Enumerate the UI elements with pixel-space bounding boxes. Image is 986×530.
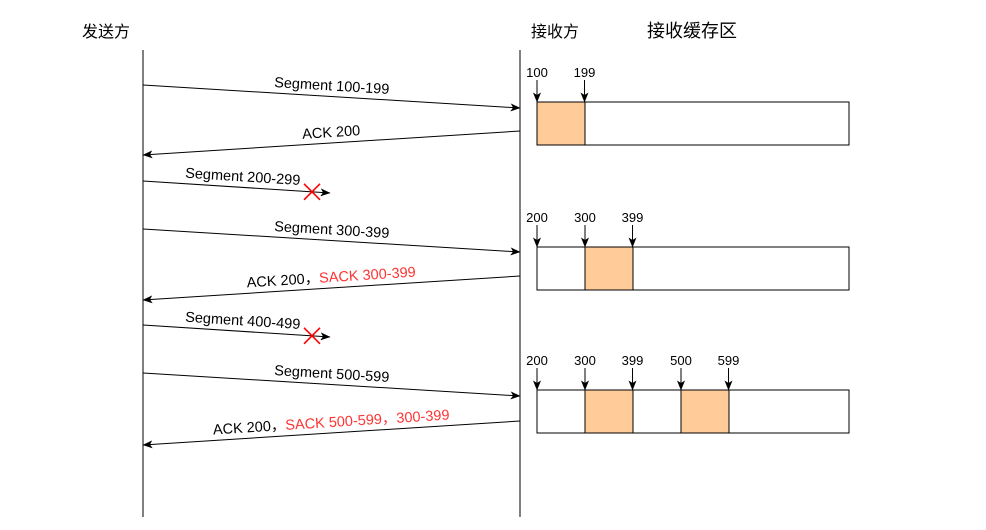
message-5: ACK 200，SACK 300-399 — [142, 265, 521, 304]
byte-offset-label: 200 — [526, 353, 548, 368]
sender-lane-title: 发送方 — [82, 23, 130, 41]
message-3: Segment 200-299 — [142, 166, 331, 201]
message-arrow — [142, 324, 331, 341]
received-segment-block — [536, 101, 586, 146]
buffer-rect — [536, 246, 850, 291]
message-arrow — [142, 420, 521, 449]
receive-buffer-title: 接收缓存区 — [647, 21, 737, 41]
sack-text: SACK 500-599，300-399 — [285, 408, 450, 434]
message-text: Segment 100-199 — [274, 75, 390, 98]
receive-buffer-2: 200 300 399 — [526, 210, 850, 291]
message-7: Segment 500-599 — [142, 363, 521, 400]
receiver-lane-title: 接收方 — [531, 23, 579, 41]
byte-offset-label: 399 — [622, 210, 644, 225]
message-label: Segment 200-299 — [185, 166, 301, 189]
message-text: Segment 400-499 — [185, 310, 301, 333]
message-4: Segment 300-399 — [142, 219, 521, 256]
byte-offset-label: 399 — [622, 353, 644, 368]
byte-offset-label: 300 — [574, 210, 596, 225]
byte-offset-label: 200 — [526, 210, 548, 225]
receive-buffers: 100 199 200 300 399 200 300 399 500 599 — [526, 65, 850, 434]
lost-cross-stroke — [303, 327, 321, 345]
message-label: ACK 200，SACK 500-599，300-399 — [212, 408, 450, 439]
message-text: ACK 200， — [212, 418, 285, 439]
receive-buffer-3: 200 300 399 500 599 — [526, 353, 850, 434]
message-label: ACK 200，SACK 300-399 — [246, 265, 416, 292]
message-label: Segment 100-199 — [274, 75, 390, 98]
message-arrow — [142, 180, 331, 197]
lost-cross-stroke — [303, 183, 321, 201]
byte-offset-label: 100 — [526, 65, 548, 80]
message-label: Segment 500-599 — [274, 363, 390, 386]
messages: Segment 100-199 ACK 200 Segment 200-299 Seg… — [142, 75, 521, 449]
message-text: Segment 500-599 — [274, 363, 390, 386]
message-arrow — [142, 84, 521, 112]
message-text: ACK 200 — [302, 123, 361, 143]
message-label: ACK 200 — [302, 123, 361, 143]
message-2: ACK 200 — [142, 123, 521, 159]
buffer-rect — [536, 101, 850, 146]
message-label: Segment 400-499 — [185, 310, 301, 333]
byte-offset-label: 500 — [670, 353, 692, 368]
received-segment-block — [680, 389, 730, 434]
byte-offset-label: 300 — [574, 353, 596, 368]
sack-text: SACK 300-399 — [319, 265, 417, 287]
message-arrow — [142, 372, 521, 400]
message-text: Segment 300-399 — [274, 219, 390, 242]
received-segment-block — [584, 246, 634, 291]
packet-lost-icon — [303, 183, 321, 201]
message-8: ACK 200，SACK 500-599，300-399 — [142, 408, 521, 449]
packet-lost-icon — [303, 327, 321, 345]
receive-buffer-1: 100 199 — [526, 65, 850, 146]
message-text: ACK 200， — [246, 271, 319, 292]
message-arrow — [142, 228, 521, 256]
message-text: Segment 200-299 — [185, 166, 301, 189]
received-segment-block — [584, 389, 634, 434]
message-1: Segment 100-199 — [142, 75, 521, 112]
message-arrow — [142, 130, 521, 159]
message-label: Segment 300-399 — [274, 219, 390, 242]
byte-offset-label: 199 — [574, 65, 596, 80]
message-6: Segment 400-499 — [142, 310, 331, 345]
byte-offset-label: 599 — [718, 353, 740, 368]
message-arrow — [142, 275, 521, 304]
